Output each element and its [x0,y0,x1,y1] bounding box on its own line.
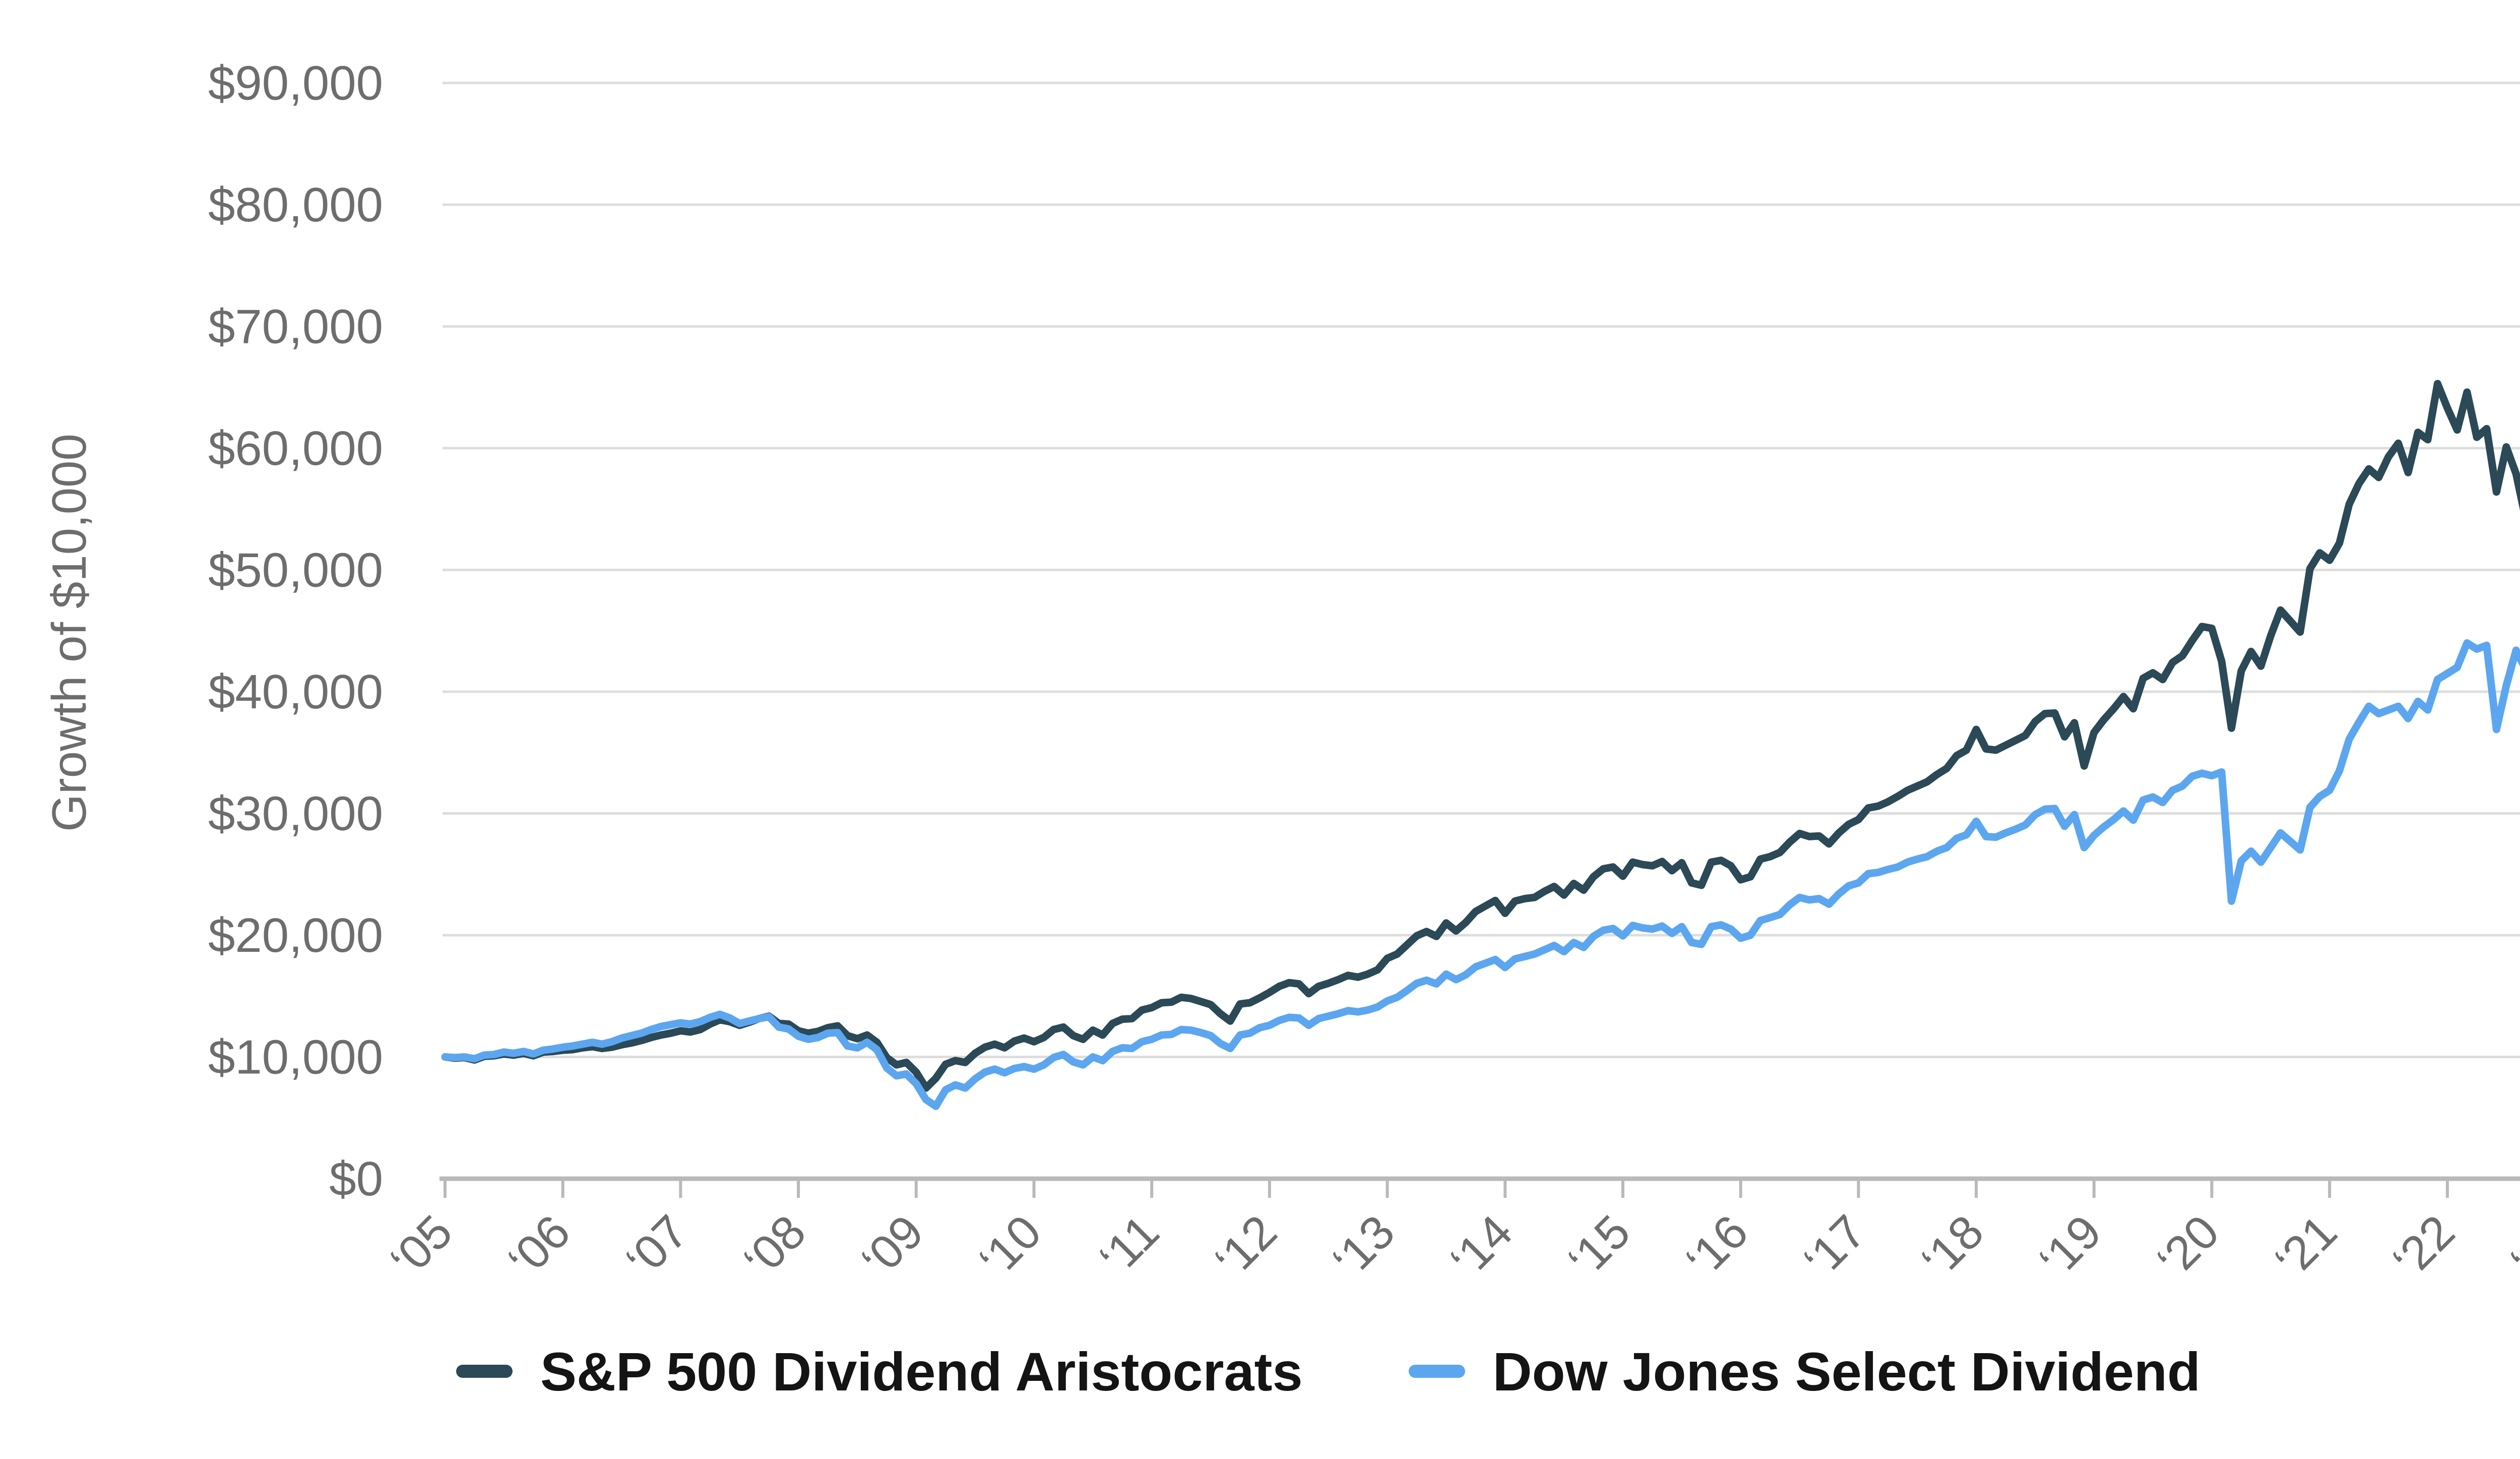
y-axis-title: Growth of $10,000 [42,434,96,832]
legend-item-aristocrats: S&P 500 Dividend Aristocrats [456,1340,1303,1403]
svg-text:$10,000: $10,000 [208,1030,383,1084]
svg-text:‘17: ‘17 [1794,1205,1876,1287]
svg-text:‘21: ‘21 [2264,1205,2347,1287]
y-axis-tick-labels: $0 $10,000 $20,000 $30,000 $40,000 $50,000 $60… [208,56,383,1206]
svg-text:‘11: ‘11 [1089,1205,1169,1285]
svg-text:$20,000: $20,000 [208,908,383,962]
svg-text:‘06: ‘06 [498,1205,580,1287]
svg-text:$70,000: $70,000 [208,300,383,354]
svg-text:‘14: ‘14 [1440,1205,1522,1287]
svg-text:$30,000: $30,000 [208,787,383,841]
svg-text:‘08: ‘08 [733,1205,815,1287]
x-axis-tick-labels: ‘05 ‘06 ‘07 ‘08 ‘09 ‘10 ‘11 ‘12 ‘13 ‘14 ‘15 ‘16 ‘17 ‘… [380,1205,2520,1287]
svg-text:$90,000: $90,000 [208,56,383,110]
svg-text:$50,000: $50,000 [208,543,383,597]
svg-text:‘18: ‘18 [1911,1205,1993,1287]
svg-text:‘23: ‘23 [2500,1205,2520,1287]
svg-text:$0: $0 [329,1152,383,1206]
svg-text:$40,000: $40,000 [208,665,383,719]
legend-label-aristocrats: S&P 500 Dividend Aristocrats [540,1341,1303,1402]
svg-text:‘07: ‘07 [616,1205,698,1287]
svg-text:‘15: ‘15 [1558,1205,1640,1287]
legend-label-dow-jones: Dow Jones Select Dividend [1492,1341,2200,1402]
data-series-lines [441,380,2520,1110]
aristocrats-line-swatch [456,1365,513,1378]
svg-text:‘05: ‘05 [380,1205,462,1287]
dow-jones-line-swatch [1408,1365,1465,1378]
horizontal-gridlines [443,82,2520,1058]
svg-text:‘20: ‘20 [2147,1205,2229,1287]
legend-item-dow-jones: Dow Jones Select Dividend [1408,1340,2200,1403]
chart-legend: S&P 500 Dividend Aristocrats Dow Jones S… [456,1339,2200,1404]
x-axis-line-and-ticks [439,1176,2520,1198]
svg-text:‘22: ‘22 [2382,1205,2465,1287]
svg-text:$60,000: $60,000 [208,421,383,475]
svg-text:‘16: ‘16 [1676,1205,1758,1287]
svg-text:‘09: ‘09 [851,1205,933,1287]
svg-text:$80,000: $80,000 [208,178,383,232]
svg-text:‘13: ‘13 [1322,1205,1405,1287]
svg-text:‘10: ‘10 [969,1205,1051,1287]
svg-text:‘19: ‘19 [2029,1205,2111,1287]
svg-text:‘12: ‘12 [1205,1205,1287,1287]
